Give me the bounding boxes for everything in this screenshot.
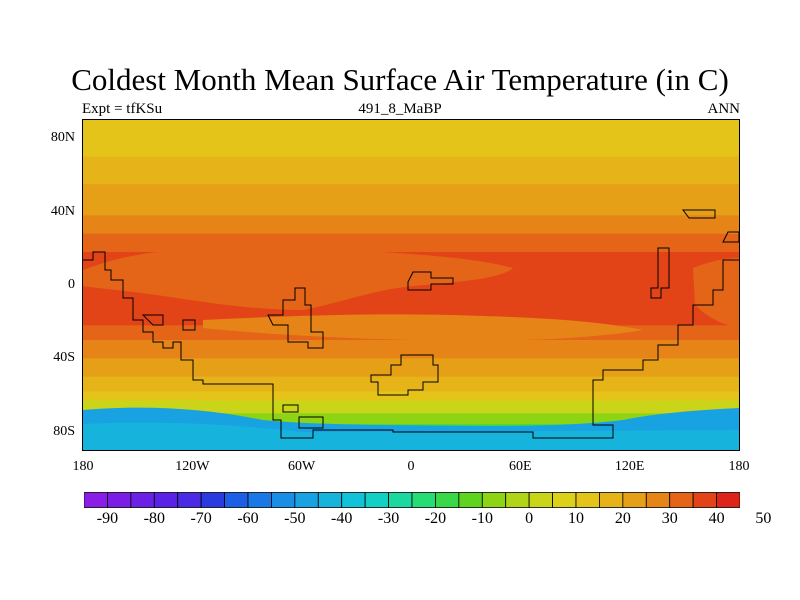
x-tick-label: 120W [175,459,210,474]
temperature-band [83,340,739,359]
colorbar-box [388,492,413,508]
continent-outlines [83,209,739,439]
y-tick-label: 0 [68,277,75,292]
colorbar-box [364,492,389,508]
temperature-band [83,413,739,425]
colorbar-box [341,492,366,508]
temperature-band [83,358,739,378]
colorbar-label: -90 [96,510,119,527]
temperature-band [83,233,739,253]
temperature-map [83,120,739,450]
x-tick-label: 0 [407,459,415,474]
season-label: ANN [707,101,741,117]
colorbar-box [645,492,671,508]
map-plot-area [82,119,740,451]
colorbar-label: -10 [471,510,493,527]
colorbar-box [481,492,507,508]
east-coast-strip [722,231,739,243]
colorbar-box [294,492,319,508]
y-tick-label: 40S [53,350,75,366]
asia-outline-north [682,209,716,219]
colorbar-box [317,492,343,508]
americas-outline [83,251,739,439]
colorbar-box [669,492,694,508]
temperature-band [83,156,739,185]
colorbar-box [200,492,225,508]
map-title: Coldest Month Mean Surface Air Temperatu… [71,62,729,97]
x-tick-label: 180 [72,459,94,474]
colorbar-box [552,492,577,508]
colorbar-box [458,492,483,508]
colorbar-label: 20 [614,510,631,527]
x-tick-label: 180 [728,459,750,474]
colorbar-box [271,492,296,508]
colorbar-box [622,492,647,508]
colorbar-box [692,492,717,508]
south-america-outline [141,314,164,326]
colorbar-box [177,492,202,508]
temperature-band [83,391,739,401]
antarctic-island-2 [298,416,324,429]
colorbar-label: -30 [377,510,400,527]
colorbar-box [107,492,132,508]
colorbar-box [575,492,600,508]
colorbar-label: 40 [708,510,725,527]
x-tick-label: 60W [288,459,316,474]
x-tick-label: 120E [614,459,645,474]
southern-tropical-warm [203,314,643,341]
colorbar-box [599,492,624,508]
y-tick-label: 40N [50,203,75,219]
asia-east-coast [650,247,670,299]
island-small-1 [182,319,196,331]
australia-outline [370,354,439,396]
island-central [407,271,454,291]
colorbar-box [153,492,179,508]
y-tick-label: 80N [50,130,75,146]
temperature-band [83,400,739,414]
temperature-band [83,120,739,158]
colorbar-label: 30 [661,510,678,527]
period-label: 491_8_MaBP [358,101,442,117]
colorbar-box [84,492,108,508]
colorbar-box [411,492,436,508]
colorbar-label: -50 [284,510,306,527]
colorbar-label: -60 [237,510,259,527]
colorbar [84,492,740,508]
antarctic-island-1 [282,404,299,413]
temperature-band [83,215,739,235]
colorbar-label: -80 [143,510,165,527]
tropical-warm-region-east [693,258,739,328]
tropical-warm-region [83,247,513,310]
x-tick-label: 60E [509,459,532,474]
colorbar-label: -20 [424,510,447,527]
colorbar-label: -40 [331,510,353,527]
colorbar-box [224,492,249,508]
colorbar-label: -70 [190,510,212,527]
colorbar-label: 50 [755,510,772,527]
colorbar-label: 0 [525,510,534,527]
colorbar-box [435,492,460,508]
y-tick-label: 80S [53,423,75,439]
temperature-band [83,184,739,216]
colorbar-box [528,492,553,508]
colorbar-box [716,492,740,508]
antarctic-cold [83,422,739,450]
warm-blobs [83,247,739,450]
colorbar-box [130,492,155,508]
colorbar-box [247,492,272,508]
colorbar-label: 10 [568,510,584,527]
experiment-label: Expt = tfKSu [82,101,163,117]
colorbar-box [505,492,530,508]
temperature-band [83,376,739,392]
africa-outline [267,287,324,349]
